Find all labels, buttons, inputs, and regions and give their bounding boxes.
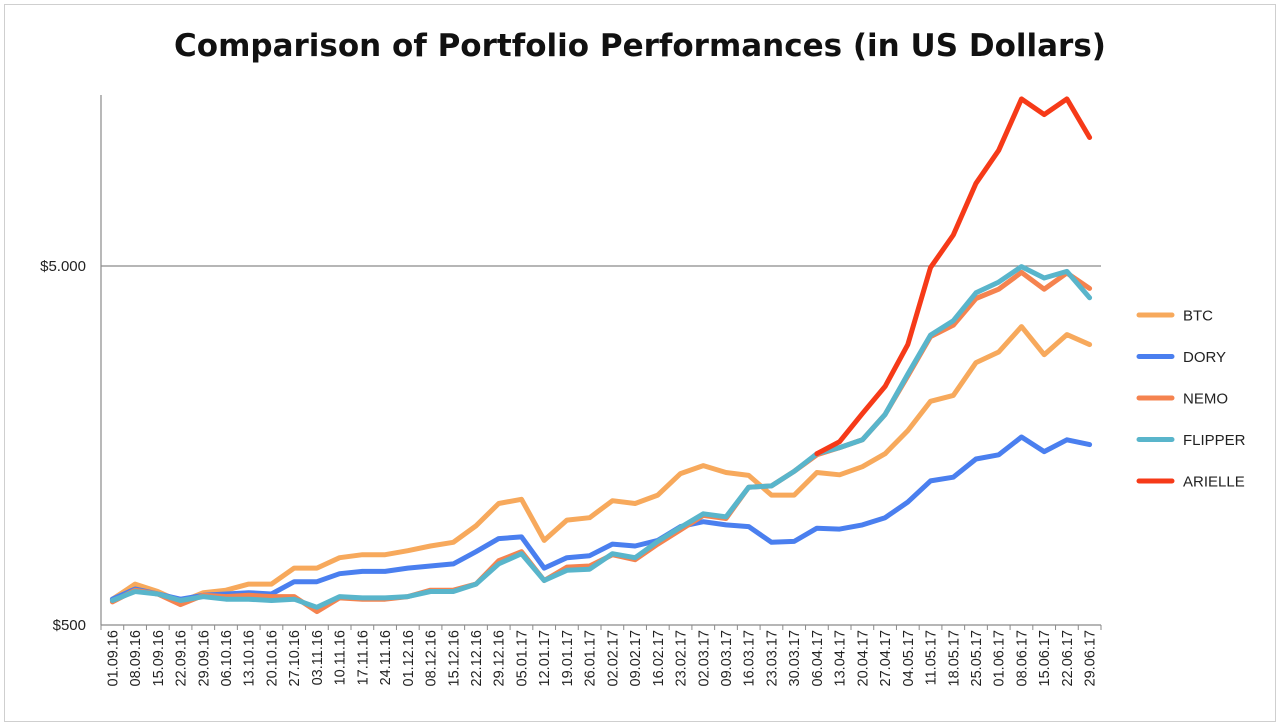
series-line-flipper	[109, 264, 1093, 610]
x-tick-label: 20.10.16	[264, 630, 280, 686]
x-tick-label: 01.09.16	[105, 630, 121, 686]
x-tick-label: 27.04.17	[878, 630, 894, 686]
legend-label-nemo: NEMO	[1183, 391, 1228, 408]
x-tick-label: 16.02.17	[651, 630, 667, 686]
x-tick-label: 05.01.17	[514, 630, 530, 686]
x-tick-label: 13.10.16	[242, 630, 258, 686]
y-tick-label: $5.000	[40, 258, 86, 275]
x-tick-label: 02.03.17	[696, 630, 712, 686]
x-tick-label: 16.03.17	[742, 630, 758, 686]
legend-label-arielle: ARIELLE	[1183, 474, 1245, 491]
x-tick-label: 04.05.17	[901, 630, 917, 686]
x-tick-label: 01.12.16	[401, 630, 417, 686]
x-tick-label: 02.02.17	[605, 630, 621, 686]
x-tick-label: 11.05.17	[924, 630, 940, 685]
x-tick-label: 22.06.17	[1060, 630, 1076, 686]
legend-label-flipper: FLIPPER	[1183, 432, 1246, 449]
series-line-btc	[109, 324, 1093, 605]
x-tick-label: 01.06.17	[992, 630, 1008, 686]
x-tick-label: 18.05.17	[946, 630, 962, 686]
x-tick-label: 29.09.16	[196, 630, 212, 686]
x-tick-label: 26.01.17	[583, 630, 599, 686]
x-tick-label: 23.02.17	[674, 630, 690, 686]
x-tick-label: 08.06.17	[1014, 630, 1030, 686]
y-tick-label: $500	[53, 617, 86, 634]
x-tick-label: 25.05.17	[969, 630, 985, 686]
series-line-dory	[109, 434, 1093, 602]
x-tick-label: 30.03.17	[787, 630, 803, 686]
x-tick-label: 22.12.16	[469, 630, 485, 686]
x-tick-label: 06.04.17	[810, 630, 826, 686]
x-tick-label: 09.03.17	[719, 630, 735, 686]
x-tick-label: 10.11.16	[333, 630, 349, 685]
x-tick-label: 06.10.16	[219, 630, 235, 686]
x-axis-tick-labels: 01.09.16 08.09.16 15.09.16 22.09.16 29.09.16…	[105, 630, 1098, 686]
x-tick-label: 19.01.17	[560, 630, 576, 686]
legend-label-btc: BTC	[1183, 308, 1213, 325]
x-tick-label: 22.09.16	[174, 630, 190, 686]
x-tick-label: 27.10.16	[287, 630, 303, 686]
x-tick-label: 13.04.17	[833, 630, 849, 686]
x-tick-label: 24.11.16	[378, 630, 394, 685]
x-tick-label: 29.06.17	[1083, 630, 1099, 686]
x-tick-label: 17.11.16	[355, 630, 371, 685]
x-tick-label: 12.01.17	[537, 630, 553, 686]
y-axis-tick-labels: $500 $5.000	[40, 258, 86, 634]
x-tick-label: 03.11.16	[310, 630, 326, 685]
x-tick-label: 23.03.17	[764, 630, 780, 686]
legend: BTC DORY NEMO FLIPPER ARIELLE	[1136, 308, 1246, 491]
chart-frame	[4, 4, 1276, 722]
x-tick-label: 08.12.16	[424, 630, 440, 686]
legend-label-dory: DORY	[1183, 349, 1226, 366]
x-tick-label: 09.02.17	[628, 630, 644, 686]
axes	[100, 95, 1102, 630]
series-lines	[109, 96, 1093, 615]
x-tick-label: 20.04.17	[855, 630, 871, 686]
x-tick-label: 15.12.16	[446, 630, 462, 686]
x-tick-label: 15.06.17	[1037, 630, 1053, 686]
x-tick-label: 29.12.16	[492, 630, 508, 686]
x-tick-label: 08.09.16	[128, 630, 144, 686]
series-line-arielle	[814, 96, 1093, 457]
chart-title: Comparison of Portfolio Performances (in…	[174, 28, 1106, 64]
x-tick-label: 15.09.16	[151, 630, 167, 686]
